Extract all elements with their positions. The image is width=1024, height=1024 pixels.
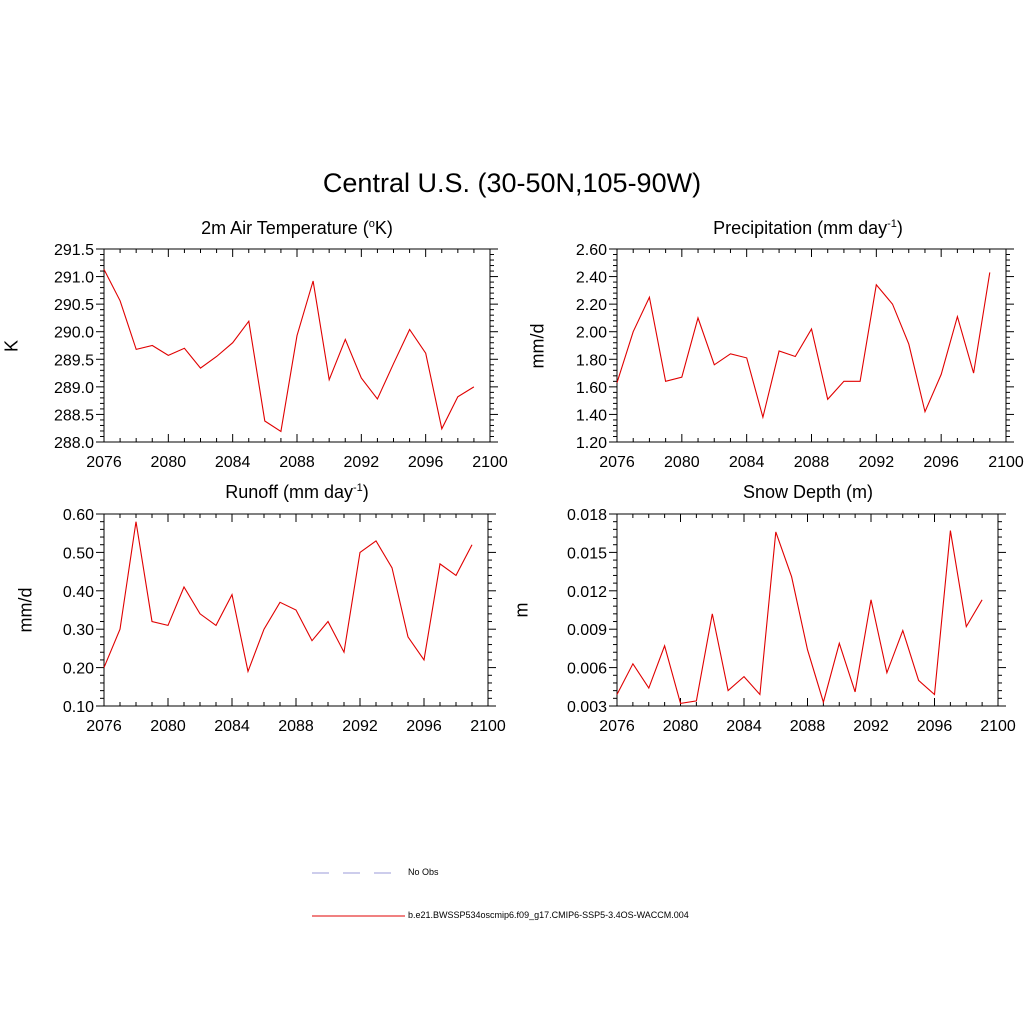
x-tick-label-runoff: 2088 [278,718,314,735]
x-tick-label-runoff: 2100 [470,718,506,735]
panel-title-temperature: 2m Air Temperature (oK) [201,218,393,238]
x-tick-label-precipitation: 2088 [794,454,830,471]
x-tick-label-temperature: 2080 [151,454,187,471]
y-tick-label-temperature: 290.5 [54,297,94,314]
panel-title-runoff: Runoff (mm day-1) [225,482,369,502]
y-tick-label-snow-depth: 0.006 [567,661,607,678]
y-tick-label-snow-depth: 0.015 [567,545,607,562]
y-tick-label-temperature: 288.5 [54,407,94,424]
x-tick-label-temperature: 2096 [408,454,444,471]
y-tick-label-temperature: 289.5 [54,352,94,369]
y-tick-label-runoff: 0.60 [63,507,94,524]
y-tick-label-runoff: 0.30 [63,622,94,639]
x-tick-label-snow-depth: 2080 [663,718,699,735]
x-tick-label-precipitation: 2092 [859,454,895,471]
y-tick-label-precipitation: 2.20 [576,297,607,314]
y-tick-label-runoff: 0.20 [63,661,94,678]
x-tick-label-snow-depth: 2100 [980,718,1016,735]
x-tick-label-temperature: 2084 [215,454,251,471]
y-tick-label-temperature: 290.0 [54,325,94,342]
x-tick-label-precipitation: 2096 [923,454,959,471]
y-tick-label-temperature: 288.0 [54,435,94,452]
x-tick-label-temperature: 2100 [472,454,508,471]
y-tick-label-runoff: 0.40 [63,584,94,601]
y-tick-label-precipitation: 1.80 [576,352,607,369]
x-tick-label-precipitation: 2100 [988,454,1024,471]
series-line-temperature [103,269,475,433]
plot-frame-precipitation [616,248,1007,443]
y-tick-label-temperature: 291.5 [54,242,94,259]
plot-frame-temperature [103,248,491,443]
series-line-snow-depth [616,530,983,705]
series-line-runoff [103,521,473,674]
legend-model-label: b.e21.BWSSP534oscmip6.f09_g17.CMIP6-SSP5… [408,910,689,920]
x-tick-label-precipitation: 2076 [599,454,635,471]
x-tick-label-snow-depth: 2092 [853,718,889,735]
y-tick-label-runoff: 0.10 [63,699,94,716]
y-tick-label-temperature: 289.0 [54,380,94,397]
y-tick-label-precipitation: 1.60 [576,380,607,397]
panel-title-snow-depth: Snow Depth (m) [742,482,874,502]
y-tick-label-precipitation: 2.40 [576,270,607,287]
panel-title-precipitation: Precipitation (mm day-1) [713,218,903,238]
series-line-precipitation [616,272,991,420]
x-tick-label-snow-depth: 2076 [599,718,635,735]
y-tick-label-runoff: 0.50 [63,545,94,562]
x-tick-label-runoff: 2092 [342,718,378,735]
x-tick-label-runoff: 2084 [214,718,250,735]
x-tick-label-runoff: 2076 [86,718,122,735]
y-tick-label-temperature: 291.0 [54,270,94,287]
figure-title: Central U.S. (30-50N,105-90W) [322,168,702,198]
x-tick-label-temperature: 2076 [86,454,122,471]
legend-obs-label: No Obs [408,867,439,877]
plot-frame-snow-depth [616,513,999,707]
y-tick-label-snow-depth: 0.018 [567,507,607,524]
x-tick-label-temperature: 2092 [344,454,380,471]
x-tick-label-snow-depth: 2088 [790,718,826,735]
x-tick-label-runoff: 2096 [406,718,442,735]
x-tick-label-precipitation: 2084 [729,454,765,471]
y-tick-label-precipitation: 2.60 [576,242,607,259]
x-tick-label-precipitation: 2080 [664,454,700,471]
y-tick-label-precipitation: 1.20 [576,435,607,452]
y-tick-label-snow-depth: 0.012 [567,584,607,601]
x-tick-label-temperature: 2088 [279,454,315,471]
y-tick-label-precipitation: 1.40 [576,407,607,424]
y-tick-label-precipitation: 2.00 [576,325,607,342]
x-tick-label-runoff: 2080 [150,718,186,735]
y-tick-label-snow-depth: 0.009 [567,622,607,639]
y-tick-label-snow-depth: 0.003 [567,699,607,716]
x-tick-label-snow-depth: 2096 [917,718,953,735]
x-tick-label-snow-depth: 2084 [726,718,762,735]
